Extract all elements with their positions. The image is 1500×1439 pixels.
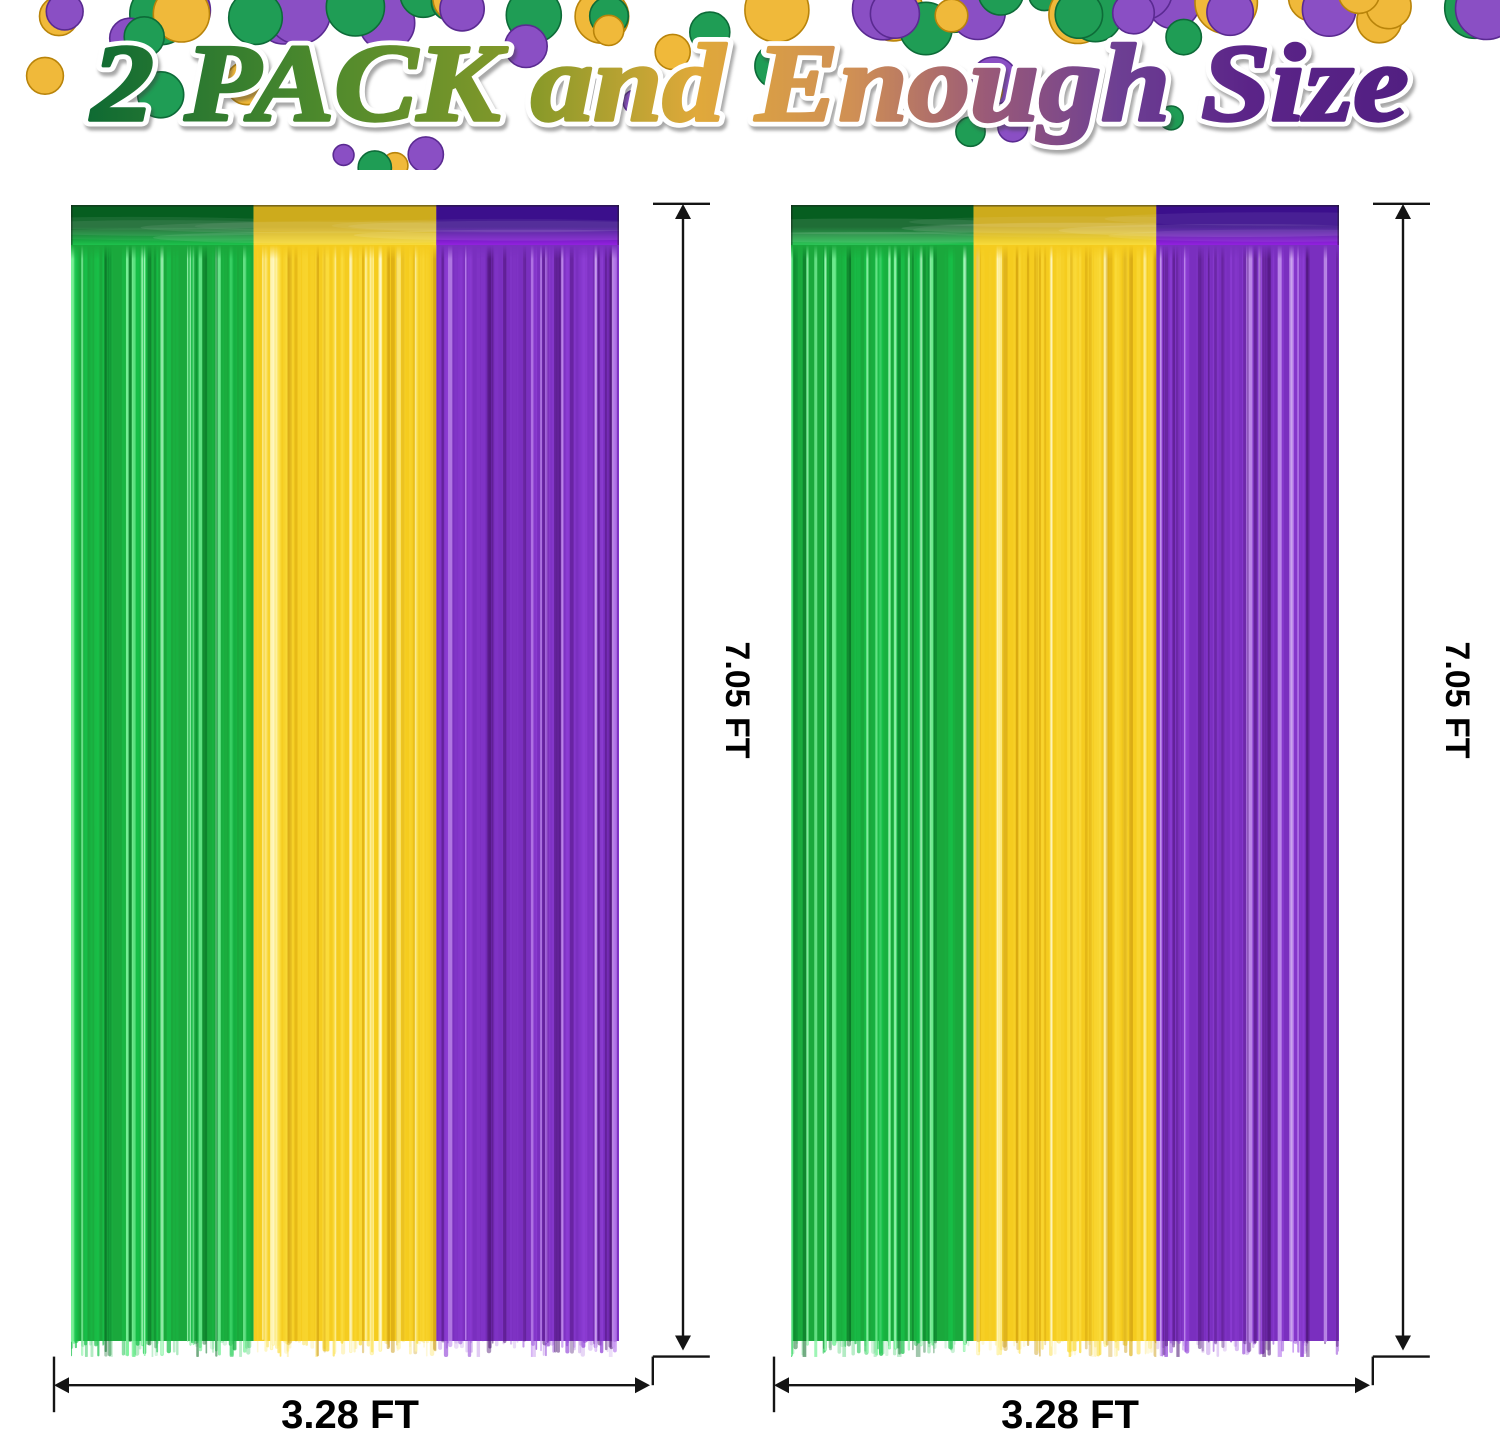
svg-text:3.28 FT: 3.28 FT <box>281 1393 419 1437</box>
svg-text:7.05 FT: 7.05 FT <box>1438 641 1476 758</box>
svg-text:3.28 FT: 3.28 FT <box>1001 1393 1139 1437</box>
svg-text:7.05 FT: 7.05 FT <box>718 641 756 758</box>
